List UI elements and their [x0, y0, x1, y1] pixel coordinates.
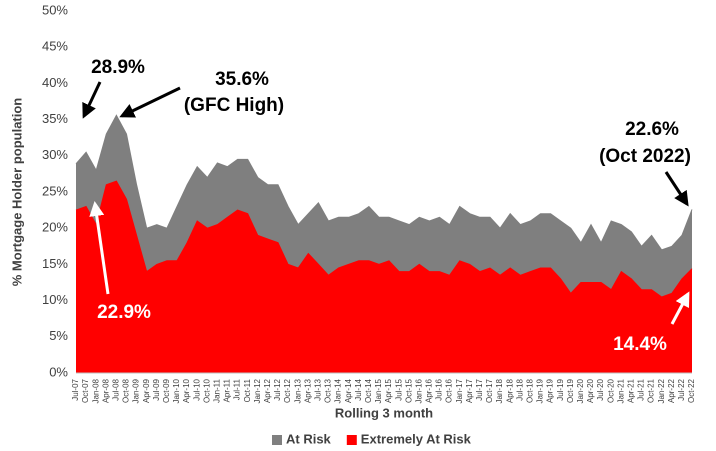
x-tick-label: Apr-19 [546, 378, 555, 403]
x-tick-label: Jan-19 [536, 378, 545, 403]
x-tick-label: Apr-17 [465, 378, 474, 403]
x-tick-label: Jan-10 [172, 378, 181, 403]
x-tick-label: Apr-22 [667, 378, 676, 403]
x-tick-label: Jan-09 [132, 378, 141, 403]
x-tick-label: Jul-22 [677, 378, 686, 400]
legend-label: At Risk [286, 431, 332, 446]
x-tick-label: Oct-13 [324, 378, 333, 403]
x-tick-label: Jan-15 [374, 378, 383, 403]
x-tick-label: Jul-21 [637, 378, 646, 400]
y-tick-label: 15% [42, 256, 68, 271]
x-tick-label: Apr-13 [303, 378, 312, 403]
x-tick-label: Apr-08 [101, 378, 110, 403]
x-tick-label: Jul-12 [273, 378, 282, 400]
x-tick-label: Apr-10 [182, 378, 191, 403]
x-tick-label: Oct-21 [647, 378, 656, 403]
x-tick-label: Oct-20 [606, 378, 615, 403]
annotation: 22.6% [625, 119, 679, 140]
x-tick-label: Jan-16 [414, 378, 423, 403]
annotation: (GFC High) [184, 95, 284, 116]
x-tick-label: Jan-12 [253, 378, 262, 403]
annotation-arrow [670, 291, 690, 325]
x-tick-label: Jan-13 [293, 378, 302, 403]
x-tick-label: Jul-08 [112, 378, 121, 400]
y-tick-label: 25% [42, 183, 68, 198]
x-tick-label: Jul-07 [71, 378, 80, 400]
annotation: 35.6% [215, 69, 269, 90]
annotation: 14.4% [613, 334, 667, 355]
x-tick-label: Jan-18 [495, 378, 504, 403]
y-tick-label: 5% [49, 328, 68, 343]
annotation: (Oct 2022) [599, 146, 691, 167]
annotation-arrow [664, 171, 689, 207]
x-tick-label: Jan-17 [455, 378, 464, 403]
annotation-arrow [82, 81, 102, 119]
x-axis-title: Rolling 3 month [335, 405, 433, 420]
x-tick-label: Jan-22 [657, 378, 666, 403]
x-tick-label: Oct-08 [122, 378, 131, 403]
x-tick-label: Jul-14 [354, 378, 363, 400]
annotation-arrow [119, 86, 181, 118]
legend-swatch [272, 435, 282, 445]
area-line [75, 180, 693, 298]
x-tick-label: Oct-22 [687, 378, 696, 403]
y-tick-label: 30% [42, 147, 68, 162]
x-tick-label: Oct-07 [81, 378, 90, 403]
x-tick-label: Jan-21 [616, 378, 625, 403]
y-tick-label: 45% [42, 39, 68, 54]
x-tick-label: Oct-19 [566, 378, 575, 403]
x-tick-label: Oct-14 [364, 378, 373, 403]
y-tick-label: 35% [42, 111, 68, 126]
x-tick-label: Jul-17 [475, 378, 484, 400]
x-tick-label: Jul-11 [233, 378, 242, 400]
x-tick-label: Jul-13 [313, 378, 322, 400]
x-tick-label: Apr-18 [505, 378, 514, 403]
x-tick-label: Apr-14 [344, 378, 353, 403]
x-tick-label: Oct-15 [404, 378, 413, 403]
annotation: 28.9% [91, 57, 145, 78]
x-tick-label: Jan-20 [576, 378, 585, 403]
x-tick-label: Jul-18 [515, 378, 524, 400]
x-tick-label: Oct-09 [162, 378, 171, 403]
legend-label: Extremely At Risk [361, 431, 472, 446]
y-tick-label: 0% [49, 364, 68, 379]
x-tick-label: Apr-09 [142, 378, 151, 403]
x-tick-label: Jan-11 [212, 378, 221, 402]
x-tick-label: Oct-18 [526, 378, 535, 403]
y-tick-label: 20% [42, 220, 68, 235]
y-tick-label: 40% [42, 75, 68, 90]
x-tick-label: Apr-11 [223, 378, 232, 402]
y-tick-label: 10% [42, 292, 68, 307]
x-tick-label: Oct-12 [283, 378, 292, 403]
x-tick-label: Jul-20 [596, 378, 605, 400]
x-tick-label: Apr-21 [627, 378, 636, 403]
y-tick-label: 50% [42, 2, 68, 17]
x-tick-label: Oct-10 [202, 378, 211, 403]
x-tick-label: Jul-16 [435, 378, 444, 400]
x-tick-label: Apr-20 [586, 378, 595, 403]
x-tick-label: Oct-17 [485, 378, 494, 403]
x-tick-label: Jul-19 [556, 378, 565, 400]
area-fill [76, 181, 692, 373]
x-tick-label: Oct-11 [243, 378, 252, 402]
legend-swatch [346, 435, 357, 445]
x-tick-label: Jul-09 [152, 378, 161, 400]
x-tick-label: Jan-08 [91, 378, 100, 403]
x-tick-label: Apr-12 [263, 378, 272, 403]
y-axis-title: % Mortgage Holder population [9, 98, 24, 287]
x-tick-label: Jul-10 [192, 378, 201, 400]
x-tick-label: Apr-15 [384, 378, 393, 403]
x-tick-label: Apr-16 [425, 378, 434, 403]
x-tick-label: Jan-14 [334, 378, 343, 403]
x-tick-label: Jul-15 [394, 378, 403, 400]
area-line [75, 114, 693, 251]
x-tick-label: Oct-16 [445, 378, 454, 403]
annotation-arrow [89, 201, 110, 295]
annotation: 22.9% [97, 302, 151, 323]
